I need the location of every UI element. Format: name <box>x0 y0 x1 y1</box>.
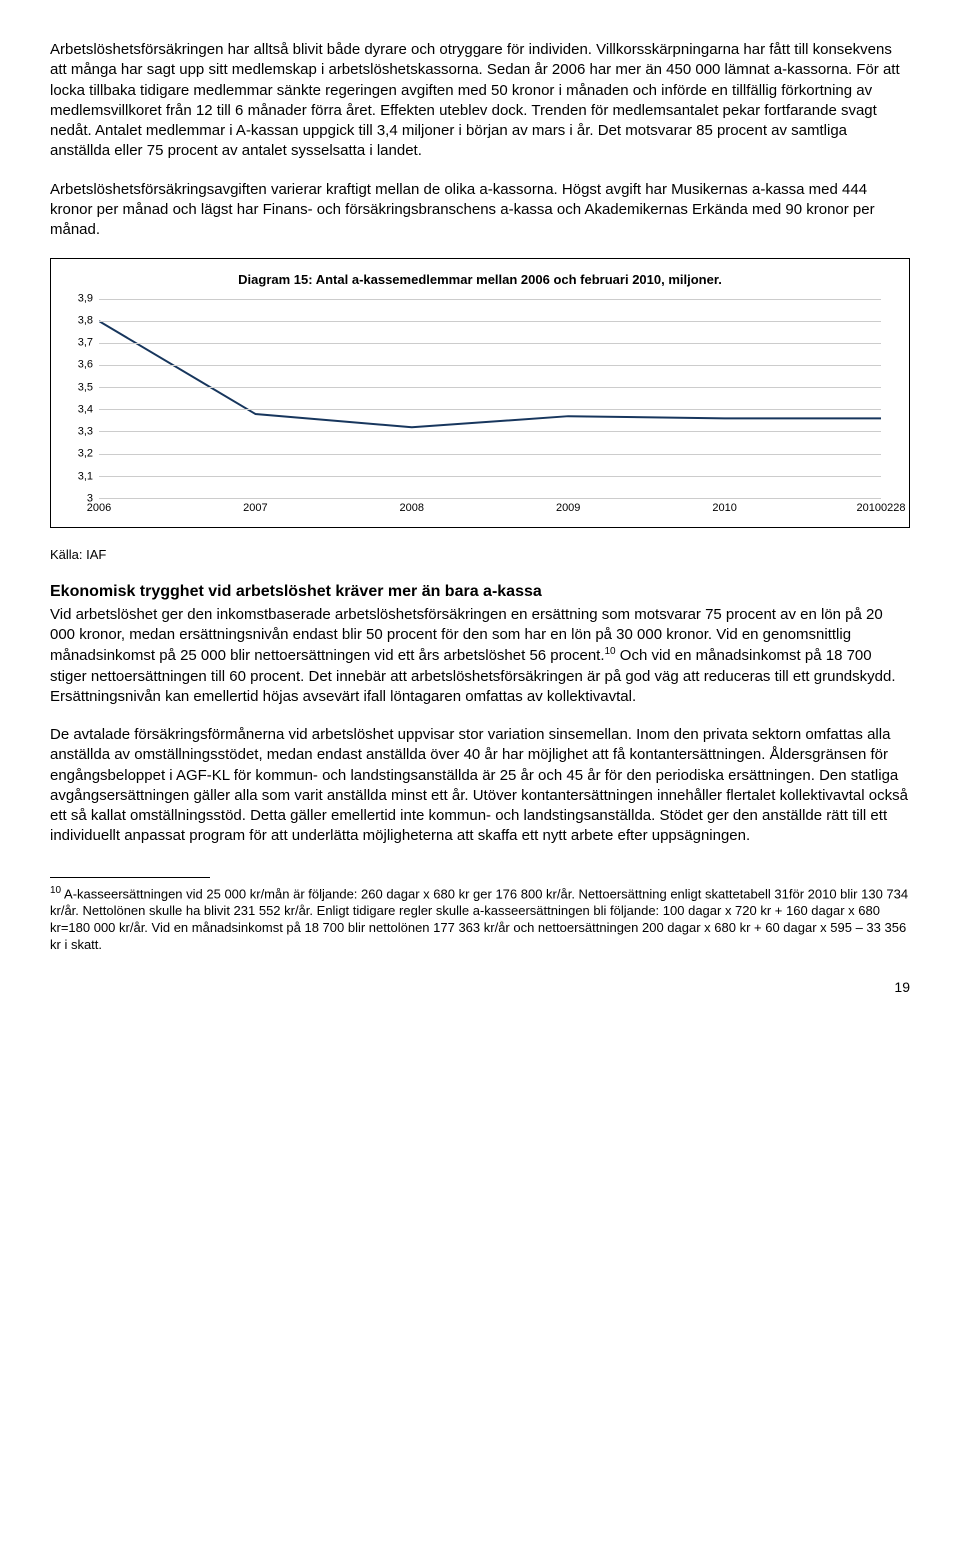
chart-plot <box>99 299 881 499</box>
section-heading: Ekonomisk trygghet vid arbetslöshet kräv… <box>50 581 910 603</box>
footnote-10: 10 A-kasseersättningen vid 25 000 kr/mån… <box>50 884 910 954</box>
chart-area: 33,13,23,33,43,53,63,73,83,9 20062007200… <box>99 299 881 519</box>
x-axis-labels: 2006200720082009201020100228 <box>99 501 881 519</box>
chart-container: Diagram 15: Antal a-kassemedlemmar mella… <box>50 258 910 528</box>
footnote-text: A-kasseersättningen vid 25 000 kr/mån är… <box>50 886 908 952</box>
paragraph-2: Arbetslöshetsförsäkringsavgiften variera… <box>50 180 910 241</box>
footnote-number: 10 <box>50 885 61 896</box>
y-axis-labels: 33,13,23,33,43,53,63,73,83,9 <box>69 299 95 499</box>
footnote-ref-10: 10 <box>605 646 616 657</box>
paragraph-1: Arbetslöshetsförsäkringen har alltså bli… <box>50 40 910 162</box>
paragraph-4: De avtalade försäkringsförmånerna vid ar… <box>50 725 910 847</box>
footnote-separator <box>50 877 210 878</box>
chart-source: Källa: IAF <box>50 546 910 564</box>
chart-line-svg <box>99 299 881 498</box>
chart-title: Diagram 15: Antal a-kassemedlemmar mella… <box>69 271 891 289</box>
page-number: 19 <box>50 978 910 997</box>
paragraph-3: Vid arbetslöshet ger den inkomstbaserade… <box>50 605 910 707</box>
